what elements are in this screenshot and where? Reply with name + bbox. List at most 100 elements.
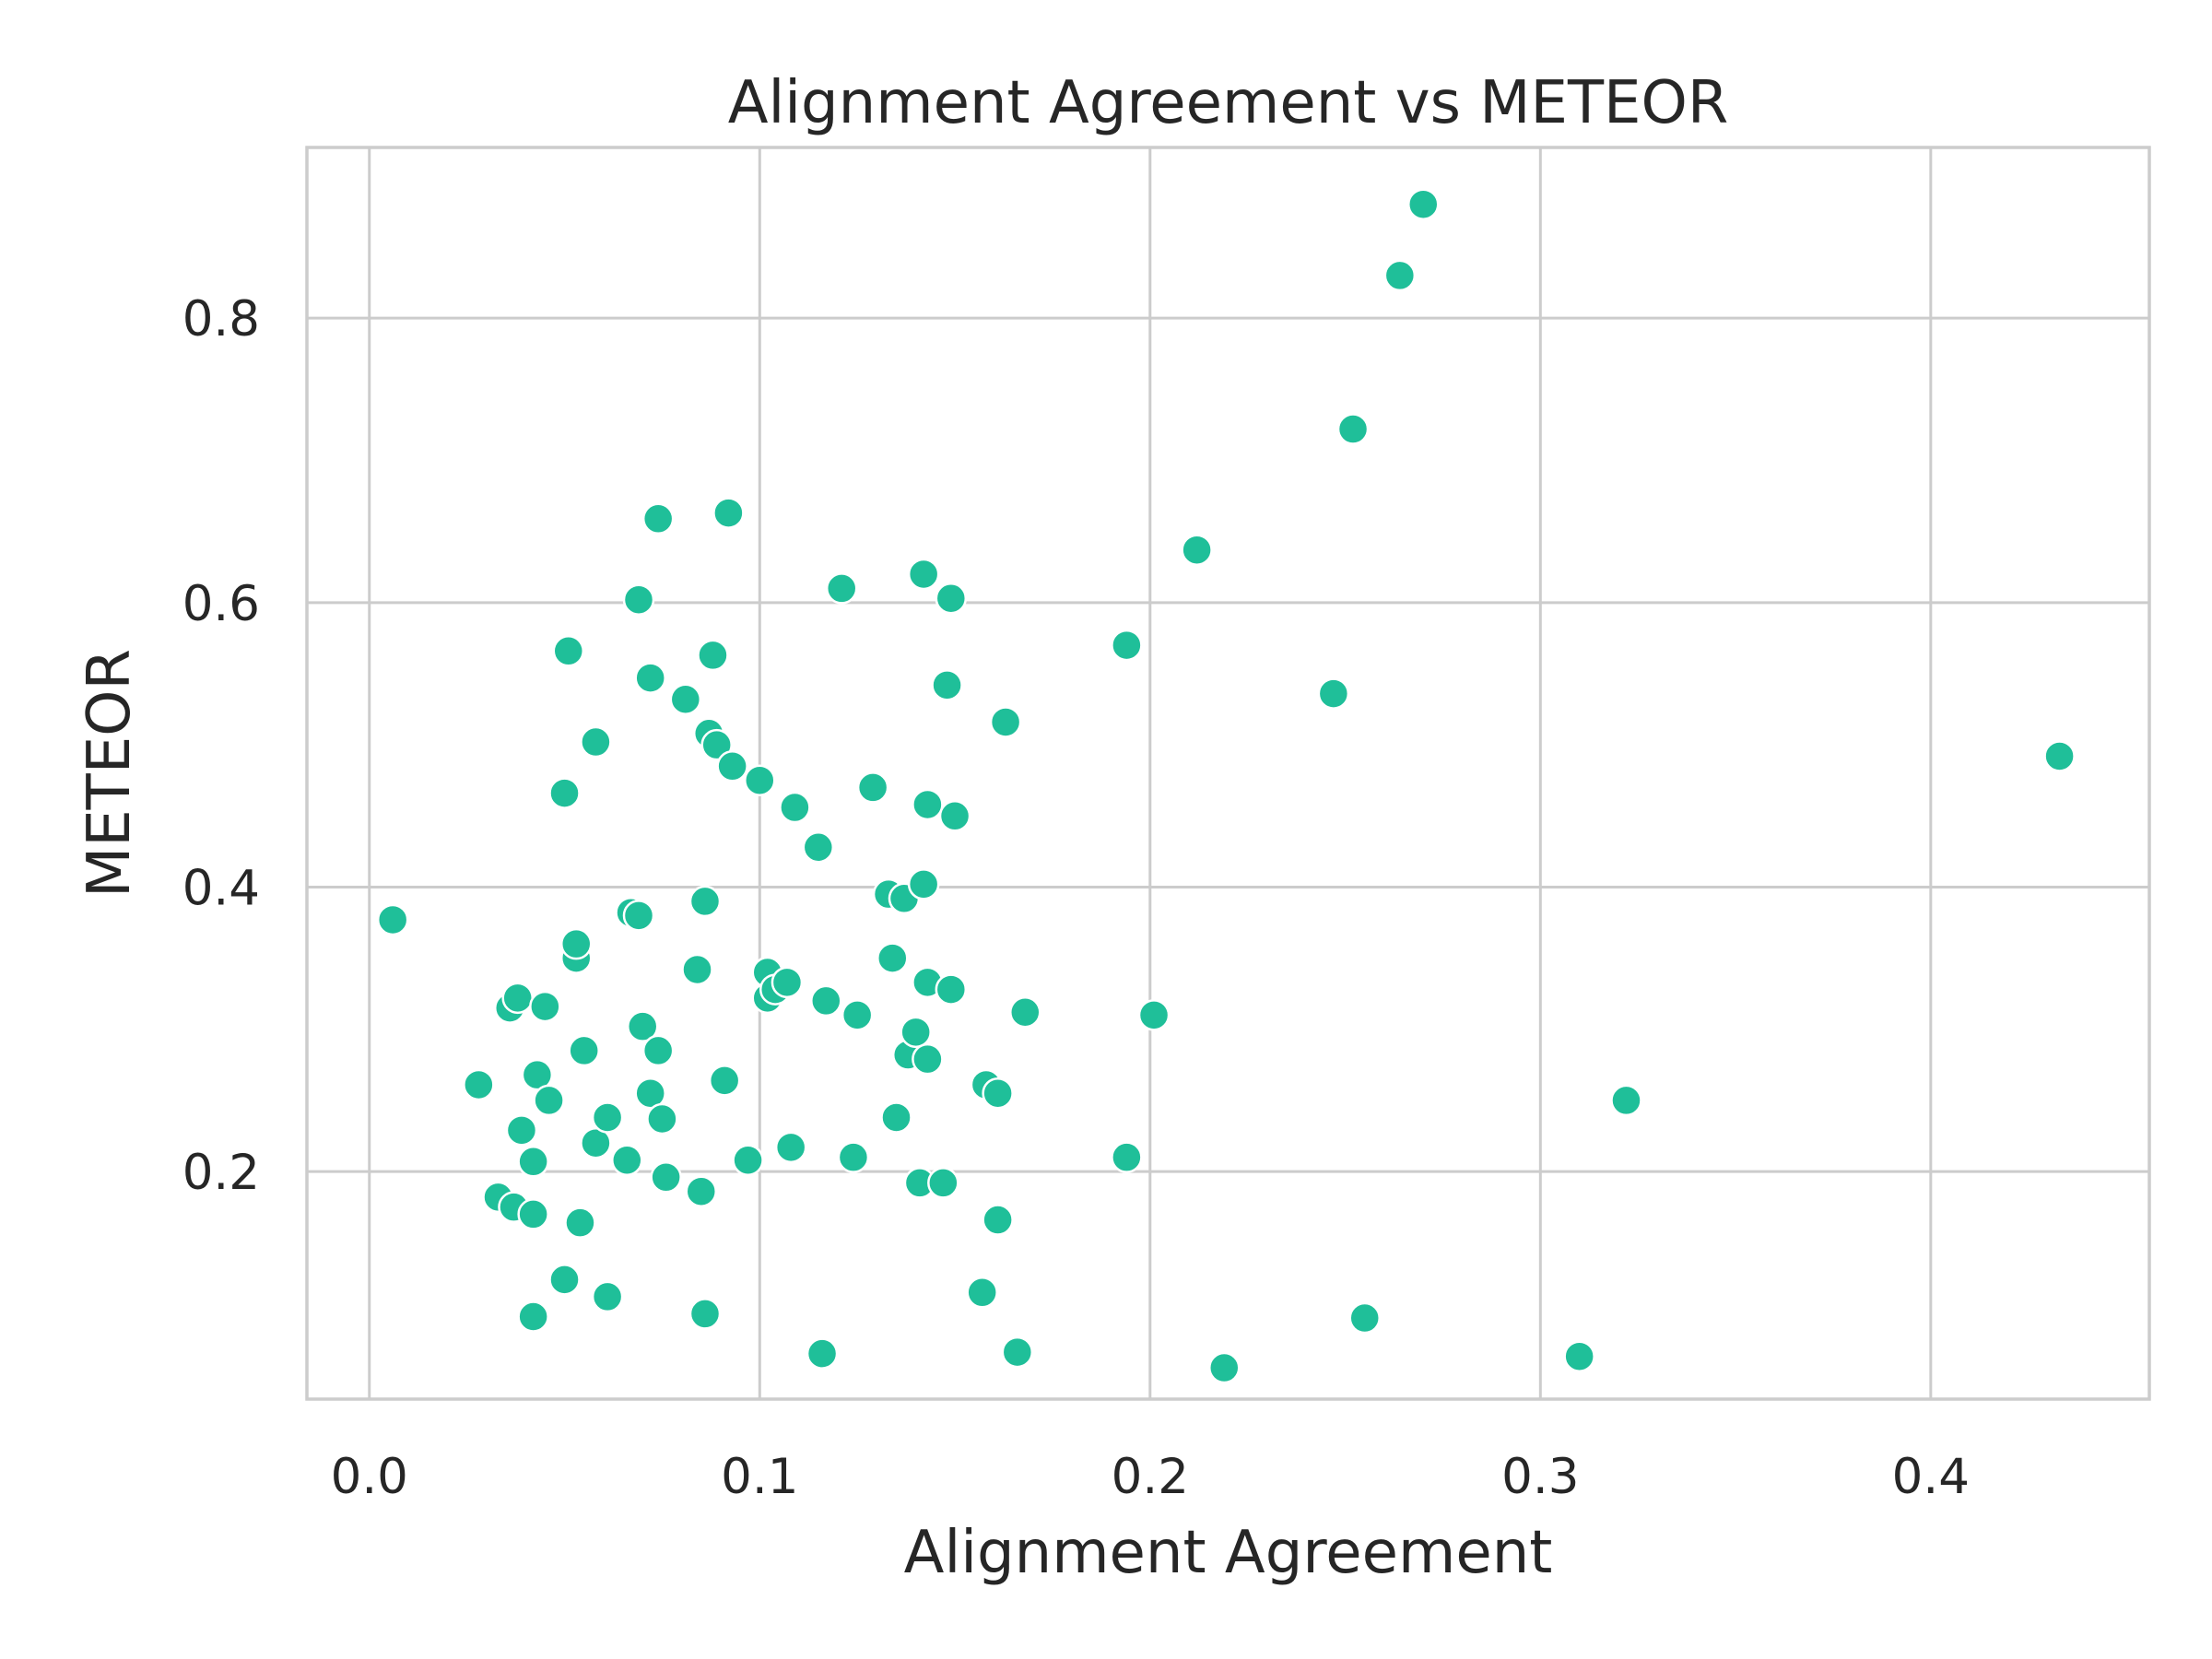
data-point [989, 706, 1022, 738]
data-point [517, 1146, 549, 1178]
data-point [1610, 1084, 1642, 1117]
data-point [1001, 1335, 1034, 1369]
data-point [669, 683, 702, 716]
data-point [517, 1198, 549, 1230]
data-point [626, 1010, 659, 1042]
data-point [552, 635, 585, 667]
x-tick-label: 0.4 [1892, 1449, 1970, 1505]
data-point [501, 982, 534, 1015]
x-tick-label: 0.2 [1112, 1449, 1189, 1505]
data-point [810, 984, 842, 1018]
y-tick-label: 0.6 [182, 576, 260, 632]
data-point [935, 582, 968, 615]
data-point [564, 1206, 596, 1239]
data-point [517, 1300, 549, 1333]
data-point [938, 800, 971, 832]
data-point [548, 1264, 581, 1296]
data-point [634, 1077, 666, 1110]
data-point [732, 1144, 764, 1176]
data-point [700, 728, 733, 761]
data-point [966, 1277, 998, 1309]
data-point [646, 1102, 678, 1135]
data-point [1348, 1301, 1381, 1335]
data-point [641, 502, 675, 535]
data-point [1137, 999, 1171, 1031]
data-point [774, 1131, 807, 1164]
data-point [622, 583, 655, 616]
data-point [622, 900, 655, 932]
data-point [912, 788, 944, 821]
data-point [548, 777, 581, 809]
data-points [376, 188, 2076, 1384]
data-point [591, 1280, 624, 1313]
data-point [877, 942, 909, 974]
data-point [2043, 740, 2076, 772]
data-point [841, 999, 874, 1031]
data-point [463, 1068, 495, 1101]
data-point [1383, 259, 1417, 292]
data-point [1317, 677, 1350, 710]
data-point [825, 572, 858, 605]
y-tick-label: 0.8 [182, 291, 260, 347]
data-point [837, 1141, 870, 1173]
data-point [1111, 629, 1143, 662]
data-point [907, 558, 940, 591]
data-point [611, 1144, 643, 1176]
plot-frame [305, 146, 2151, 1401]
data-point [931, 669, 963, 701]
data-point [591, 1101, 624, 1134]
data-point [900, 1016, 932, 1049]
data-point [771, 966, 804, 999]
grid-lines [307, 147, 2149, 1399]
data-point [712, 497, 745, 529]
data-point [681, 953, 713, 986]
y-axis-label: METEOR [76, 649, 144, 898]
data-point [697, 639, 729, 672]
x-axis-label: Alignment Agreement [904, 1519, 1553, 1587]
data-point [685, 1175, 718, 1207]
data-point [1336, 413, 1370, 445]
data-point [744, 764, 776, 796]
data-point [935, 973, 968, 1006]
data-point [688, 885, 722, 918]
data-point [907, 868, 940, 900]
data-point [708, 1065, 741, 1097]
data-point [634, 662, 666, 694]
y-tick-label: 0.4 [182, 860, 260, 916]
data-point [880, 1101, 912, 1134]
y-tick-labels: 0.2 0.4 0.6 0.8 [182, 291, 260, 1201]
data-point [533, 1084, 565, 1117]
x-tick-label: 0.0 [331, 1449, 408, 1505]
data-point [650, 1161, 682, 1194]
x-tick-label: 0.1 [721, 1449, 798, 1505]
data-point [521, 1058, 554, 1091]
x-tick-label: 0.3 [1501, 1449, 1579, 1505]
data-point [982, 1077, 1014, 1110]
y-tick-label: 0.2 [182, 1145, 260, 1201]
data-point [580, 725, 612, 759]
data-point [716, 750, 748, 782]
data-point [376, 903, 409, 936]
data-point [927, 1167, 959, 1199]
data-point [1111, 1141, 1143, 1173]
data-point [568, 1034, 600, 1067]
data-point [505, 1114, 538, 1147]
x-tick-labels: 0.0 0.1 0.2 0.3 0.4 [331, 1449, 1970, 1505]
data-point [1563, 1340, 1595, 1372]
data-point [779, 791, 811, 824]
data-point [912, 1042, 944, 1076]
data-point [806, 1337, 839, 1370]
data-point [641, 1034, 675, 1067]
data-point [1208, 1351, 1241, 1384]
data-point [856, 771, 889, 804]
data-point [688, 1298, 722, 1330]
data-point [1009, 996, 1041, 1029]
data-point [802, 830, 835, 864]
data-point [580, 1126, 612, 1159]
data-point [1407, 188, 1440, 220]
chart-title: Alignment Agreement vs METEOR [728, 69, 1729, 137]
data-point [1181, 534, 1213, 566]
data-point [529, 990, 561, 1023]
